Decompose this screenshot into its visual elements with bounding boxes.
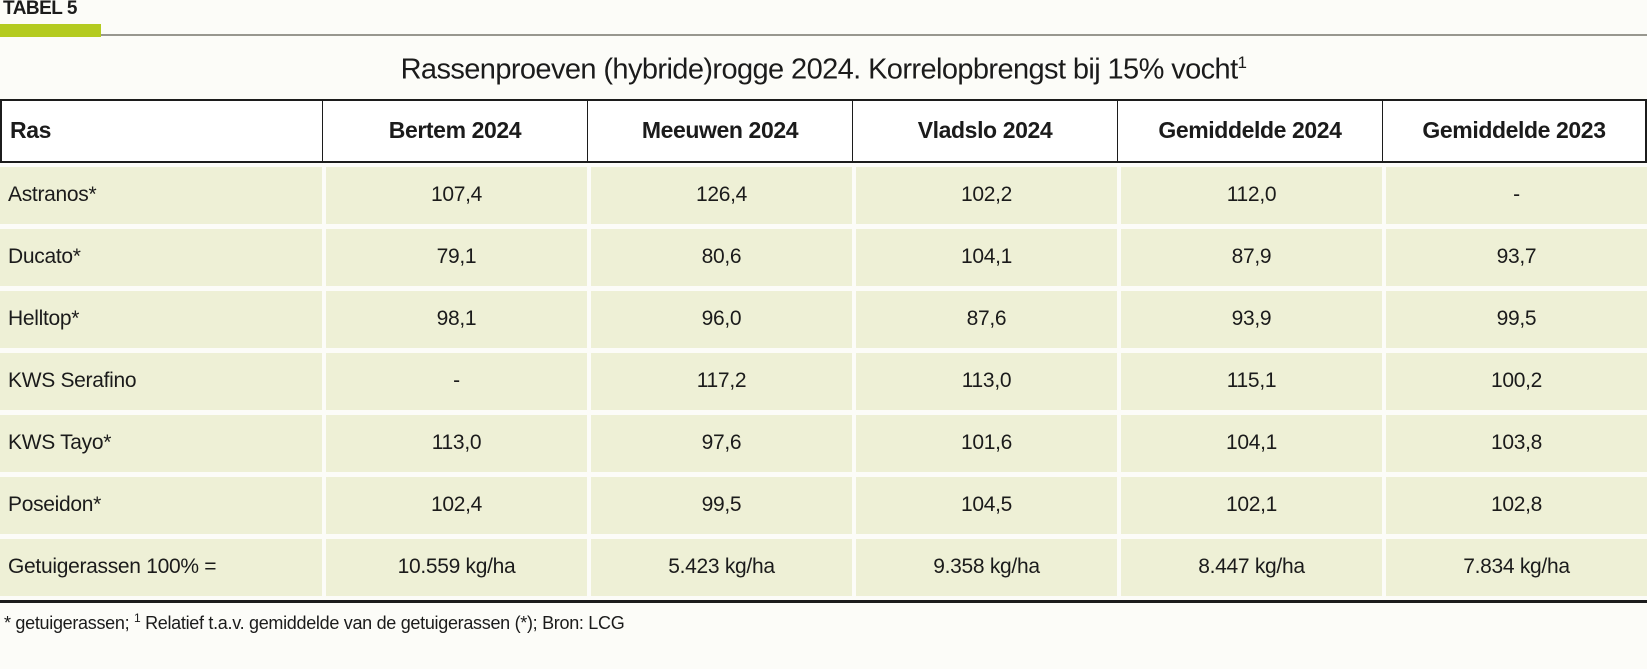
column-header-bertem-2024: Bertem 2024 <box>321 98 587 163</box>
value-cell: 102,4 <box>321 476 587 539</box>
table-row: Getuigerassen 100% = 10.559 kg/ha 5.423 kg… <box>0 538 1647 601</box>
value-cell: - <box>1381 162 1647 229</box>
value-cell: 80,6 <box>586 228 852 291</box>
column-header-meeuwen-2024: Meeuwen 2024 <box>586 98 852 163</box>
value-cell: 93,7 <box>1381 228 1647 291</box>
column-header-vladslo-2024: Vladslo 2024 <box>851 98 1117 163</box>
table-header: Ras Bertem 2024 Meeuwen 2024 Vladslo 202… <box>0 98 1647 163</box>
table-body: Astranos* 107,4 126,4 102,2 112,0- Ducato* 79,… <box>0 162 1647 601</box>
value-cell: 103,8 <box>1381 414 1647 477</box>
ras-cell: KWS Serafino <box>0 352 322 415</box>
table-bottom-rule <box>0 599 1647 603</box>
footnote-asterisk-note: * getuigerassen; <box>4 612 134 633</box>
value-cell: 104,5 <box>851 476 1117 539</box>
rassenproeven-table: Ras Bertem 2024 Meeuwen 2024 Vladslo 202… <box>0 98 1647 601</box>
green-accent-bar <box>0 24 101 37</box>
table-row: Astranos* 107,4 126,4 102,2 112,0- <box>0 162 1647 229</box>
value-cell: 126,4 <box>586 162 852 229</box>
value-cell: 115,1 <box>1116 352 1382 415</box>
gray-rule <box>0 34 1647 36</box>
table-title: Rassenproeven (hybride)rogge 2024. Korre… <box>0 53 1647 87</box>
table-title-footnote-marker: 1 <box>1237 53 1247 72</box>
table-row: Poseidon* 102,4 99,5 104,5 102,1 102,8 <box>0 476 1647 539</box>
column-header-ras: Ras <box>0 98 322 163</box>
value-cell: 112,0 <box>1116 162 1382 229</box>
value-cell: 93,9 <box>1116 290 1382 353</box>
ras-cell: Astranos* <box>0 162 322 229</box>
value-cell: 99,5 <box>586 476 852 539</box>
ras-cell: Helltop* <box>0 290 322 353</box>
value-cell: 101,6 <box>851 414 1117 477</box>
value-cell: - <box>321 352 587 415</box>
header-rule <box>0 23 1647 37</box>
column-header-gemiddelde-2024: Gemiddelde 2024 <box>1116 98 1382 163</box>
table-footnote: * getuigerassen; 1 Relatief t.a.v. gemid… <box>4 611 1647 634</box>
ras-cell: KWS Tayo* <box>0 414 322 477</box>
ras-cell: Poseidon* <box>0 476 322 539</box>
footnote-sup-marker: 1 <box>134 610 141 625</box>
value-cell: 9.358 kg/ha <box>851 538 1117 601</box>
value-cell: 104,1 <box>851 228 1117 291</box>
value-cell: 113,0 <box>321 414 587 477</box>
value-cell: 96,0 <box>586 290 852 353</box>
ras-cell: Getuigerassen 100% = <box>0 538 322 601</box>
value-cell: 97,6 <box>586 414 852 477</box>
table-number-label: TABEL 5 <box>3 0 77 19</box>
value-cell: 5.423 kg/ha <box>586 538 852 601</box>
table-row: Helltop* 98,1 96,0 87,6 93,9 99,5 <box>0 290 1647 353</box>
value-cell: 79,1 <box>321 228 587 291</box>
value-cell: 102,2 <box>851 162 1117 229</box>
value-cell: 113,0 <box>851 352 1117 415</box>
value-cell: 8.447 kg/ha <box>1116 538 1382 601</box>
value-cell: 117,2 <box>586 352 852 415</box>
value-cell: 10.559 kg/ha <box>321 538 587 601</box>
value-cell: 100,2 <box>1381 352 1647 415</box>
value-cell: 87,6 <box>851 290 1117 353</box>
value-cell: 98,1 <box>321 290 587 353</box>
value-cell: 7.834 kg/ha <box>1381 538 1647 601</box>
header-row: Ras Bertem 2024 Meeuwen 2024 Vladslo 202… <box>0 98 1647 163</box>
value-cell: 102,1 <box>1116 476 1382 539</box>
column-header-gemiddelde-2023: Gemiddelde 2023 <box>1381 98 1647 163</box>
value-cell: 99,5 <box>1381 290 1647 353</box>
table-row: Ducato* 79,1 80,6 104,1 87,9 93,7 <box>0 228 1647 291</box>
value-cell: 107,4 <box>321 162 587 229</box>
ras-cell: Ducato* <box>0 228 322 291</box>
footnote-text: Relatief t.a.v. gemiddelde van de getuig… <box>140 612 625 633</box>
value-cell: 87,9 <box>1116 228 1382 291</box>
value-cell: 104,1 <box>1116 414 1382 477</box>
table-row: KWS Tayo* 113,0 97,6 101,6 104,1 103,8 <box>0 414 1647 477</box>
table-row: KWS Serafino -117,2 113,0 115,1 100,2 <box>0 352 1647 415</box>
value-cell: 102,8 <box>1381 476 1647 539</box>
table-title-text: Rassenproeven (hybride)rogge 2024. Korre… <box>400 53 1239 86</box>
